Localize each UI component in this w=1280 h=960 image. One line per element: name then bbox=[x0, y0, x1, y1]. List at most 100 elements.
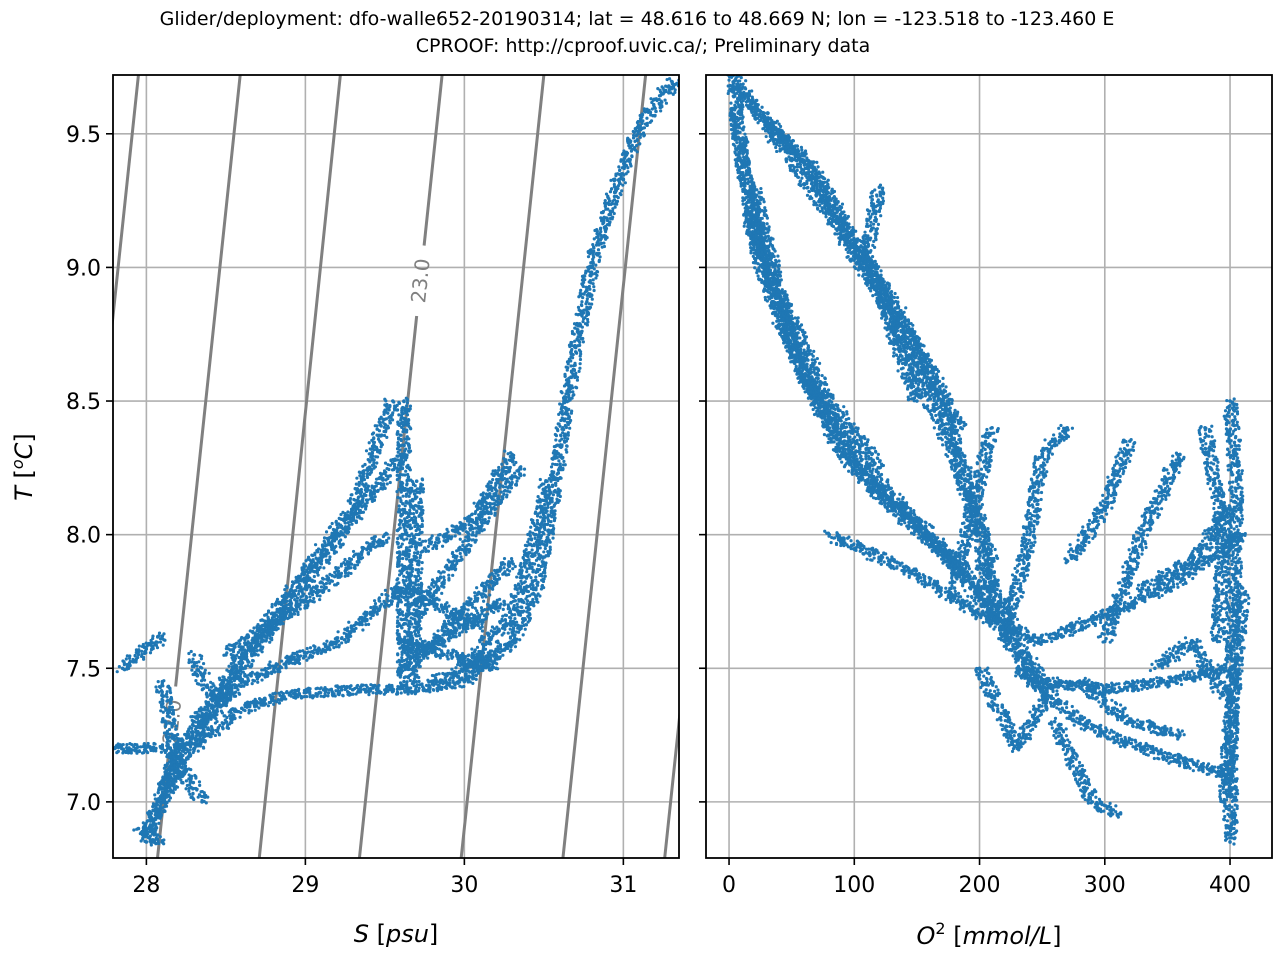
data-point bbox=[505, 495, 509, 499]
data-point bbox=[419, 610, 423, 614]
data-point bbox=[397, 401, 402, 405]
data-point bbox=[208, 732, 212, 736]
data-point bbox=[442, 578, 446, 582]
data-point bbox=[396, 450, 400, 454]
data-point bbox=[501, 560, 505, 565]
data-point bbox=[518, 466, 522, 470]
data-point bbox=[486, 488, 490, 492]
data-point bbox=[456, 681, 460, 685]
data-point bbox=[457, 633, 462, 637]
data-point bbox=[558, 462, 562, 466]
data-point bbox=[645, 121, 649, 125]
data-point bbox=[633, 139, 637, 143]
data-point bbox=[407, 664, 411, 668]
data-point bbox=[532, 604, 536, 608]
data-point bbox=[669, 85, 673, 89]
data-point bbox=[363, 687, 367, 692]
data-point bbox=[545, 479, 549, 483]
data-point bbox=[526, 605, 530, 609]
data-point bbox=[463, 516, 467, 521]
data-point bbox=[446, 630, 450, 634]
data-point bbox=[484, 595, 488, 599]
data-point bbox=[536, 512, 540, 516]
data-point bbox=[529, 562, 533, 566]
x-tick-label: 30 bbox=[450, 873, 478, 898]
data-point bbox=[553, 516, 557, 520]
data-point bbox=[397, 581, 401, 585]
data-point bbox=[462, 684, 466, 689]
isopycnal-line bbox=[174, 75, 242, 687]
data-point bbox=[401, 550, 405, 554]
data-point bbox=[498, 597, 502, 601]
data-point bbox=[407, 555, 411, 559]
data-point bbox=[551, 457, 555, 461]
data-point bbox=[396, 437, 401, 441]
data-point bbox=[522, 561, 527, 565]
data-point bbox=[400, 659, 404, 663]
data-point bbox=[539, 555, 543, 559]
data-point bbox=[503, 570, 507, 574]
data-point bbox=[665, 77, 669, 82]
data-point bbox=[412, 492, 417, 496]
data-point bbox=[541, 530, 545, 534]
data-point bbox=[551, 536, 555, 540]
data-point bbox=[222, 714, 226, 718]
data-point bbox=[416, 568, 421, 572]
data-point bbox=[397, 545, 401, 549]
y-tick-label: 9.0 bbox=[66, 256, 101, 281]
data-point bbox=[537, 532, 541, 537]
data-point bbox=[591, 278, 595, 282]
data-point bbox=[412, 505, 416, 509]
data-point bbox=[530, 579, 534, 583]
data-point bbox=[478, 525, 482, 529]
data-point bbox=[653, 106, 657, 111]
data-point bbox=[502, 631, 506, 635]
data-point bbox=[400, 655, 404, 660]
data-point bbox=[379, 690, 383, 695]
data-point bbox=[565, 368, 569, 372]
data-point bbox=[463, 545, 467, 550]
data-point bbox=[466, 536, 470, 540]
data-point bbox=[400, 626, 404, 630]
data-point bbox=[510, 559, 514, 564]
data-point bbox=[479, 520, 483, 524]
data-point bbox=[432, 604, 436, 608]
data-point bbox=[225, 725, 229, 729]
data-point bbox=[578, 335, 582, 339]
data-point bbox=[596, 248, 601, 252]
data-point bbox=[416, 591, 420, 596]
data-point bbox=[501, 614, 505, 618]
data-point bbox=[403, 528, 407, 532]
data-point bbox=[218, 723, 222, 728]
data-point bbox=[609, 202, 613, 207]
data-point bbox=[468, 602, 472, 606]
data-point bbox=[551, 462, 555, 466]
data-point bbox=[471, 681, 475, 685]
data-point bbox=[405, 680, 409, 684]
data-point bbox=[365, 685, 369, 689]
data-point bbox=[418, 637, 423, 641]
data-point bbox=[517, 624, 521, 628]
data-point bbox=[507, 615, 512, 619]
data-point bbox=[228, 720, 233, 725]
data-point bbox=[598, 226, 603, 230]
data-point bbox=[572, 368, 577, 372]
data-point bbox=[395, 604, 400, 608]
data-point bbox=[408, 583, 413, 587]
data-point bbox=[567, 343, 572, 347]
data-point bbox=[580, 282, 584, 286]
data-point bbox=[564, 406, 568, 410]
data-point bbox=[570, 331, 575, 336]
data-point bbox=[566, 416, 570, 421]
data-point bbox=[410, 563, 414, 567]
data-point bbox=[566, 433, 570, 437]
data-point bbox=[203, 739, 207, 743]
data-point bbox=[482, 646, 486, 651]
data-point bbox=[588, 270, 592, 274]
data-point bbox=[604, 234, 608, 238]
data-point bbox=[659, 109, 663, 113]
data-point bbox=[534, 558, 539, 562]
data-point bbox=[595, 251, 599, 255]
data-point bbox=[408, 508, 412, 512]
data-point bbox=[606, 194, 610, 198]
